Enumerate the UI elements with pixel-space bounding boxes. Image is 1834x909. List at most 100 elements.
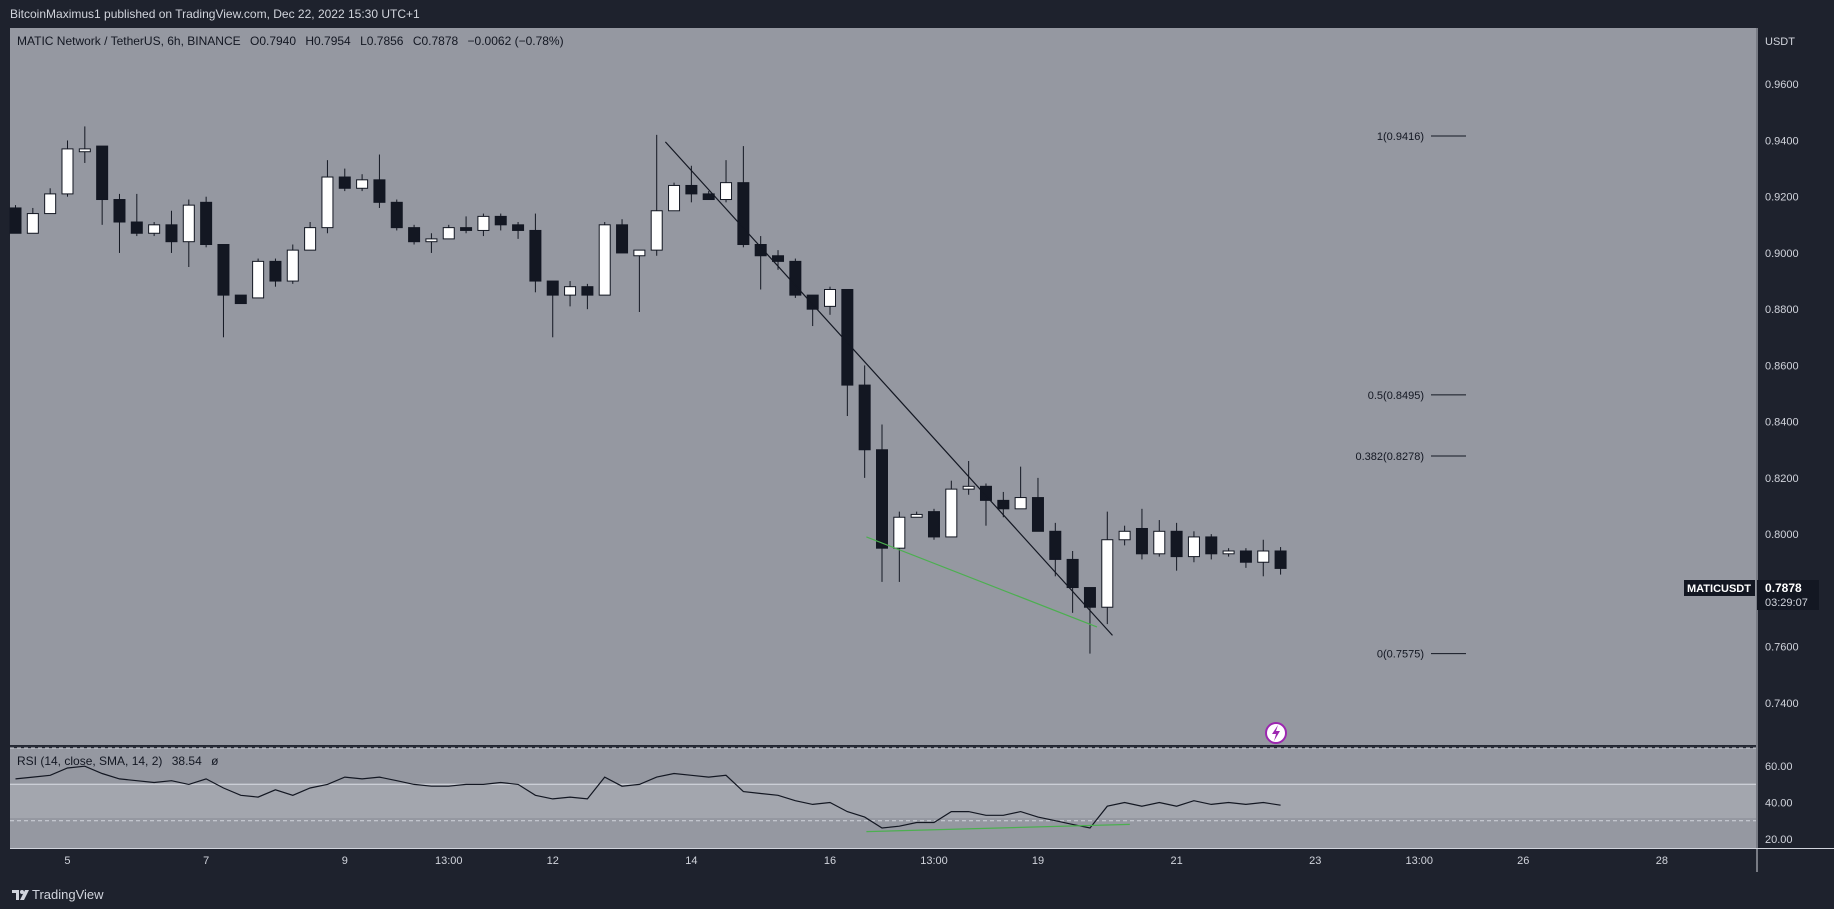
candle	[44, 188, 57, 215]
candle-body	[876, 449, 888, 549]
candle	[130, 193, 143, 237]
candle	[1031, 477, 1044, 532]
candle-body	[96, 145, 109, 201]
candle	[581, 283, 594, 310]
candle	[269, 258, 282, 287]
candle	[356, 174, 369, 192]
candle	[252, 258, 265, 299]
time-axis-tick: 28	[1656, 855, 1668, 867]
candle-body	[910, 513, 923, 518]
candle	[1049, 522, 1062, 577]
candle-body	[217, 244, 230, 296]
candle-body	[1031, 497, 1044, 532]
price-axis-tick: 0.8400	[1765, 417, 1799, 429]
legend-symbol: MATIC Network / TetherUS, 6h, BINANCE	[17, 34, 241, 48]
candle	[390, 199, 403, 231]
candle	[321, 160, 334, 234]
candles-layer	[9, 126, 1287, 654]
candle-body	[546, 280, 559, 296]
price-axis-tick: 0.7600	[1765, 642, 1799, 654]
rsi-line	[15, 765, 1281, 829]
candle	[442, 224, 455, 240]
time-axis-tick: 9	[342, 855, 348, 867]
bullish-divergence-line[interactable]	[866, 536, 1098, 628]
candle	[234, 294, 247, 305]
bar-countdown: 03:29:07	[1765, 597, 1808, 609]
candle-body	[962, 485, 975, 490]
candle-body	[1222, 550, 1235, 555]
candle	[1135, 508, 1148, 560]
candle-body	[460, 227, 473, 231]
price-pane[interactable]	[10, 28, 1756, 745]
candle-body	[1014, 497, 1027, 510]
candle-body	[44, 193, 57, 215]
time-axis-tick: 16	[824, 855, 836, 867]
rsi-axis-tick: 40.00	[1765, 798, 1793, 810]
fib-level-label: 0.5(0.8495)	[1368, 390, 1424, 402]
candle	[893, 511, 906, 582]
price-axis-tick: 0.9600	[1765, 79, 1799, 91]
publish-attribution: BitcoinMaximus1 published on TradingView…	[10, 7, 420, 21]
candle-body	[564, 286, 577, 296]
alert-lightning-icon[interactable]	[1265, 722, 1287, 744]
candle-body	[512, 224, 525, 231]
candle-body	[78, 148, 91, 153]
candle-body	[945, 488, 958, 538]
candle-body	[1187, 536, 1200, 558]
candle-body	[61, 148, 74, 195]
candle	[165, 210, 178, 253]
candle	[962, 461, 975, 495]
price-tag-bg	[1757, 580, 1819, 610]
rsi-axis-tick: 60.00	[1765, 761, 1793, 773]
candle-body	[858, 384, 871, 451]
candle-body	[26, 213, 39, 234]
legend-open-value: 0.7940	[259, 34, 296, 48]
candle-body	[616, 224, 629, 254]
descending-trendline[interactable]	[664, 141, 1113, 636]
price-axis-tick: 0.8200	[1765, 473, 1799, 485]
candle-body	[720, 182, 733, 201]
candle	[910, 511, 923, 518]
candle-body	[408, 227, 421, 243]
candle	[182, 199, 195, 267]
candle-body	[269, 260, 282, 282]
candle-body	[252, 260, 265, 299]
symbol-tag: MATICUSDT	[1687, 583, 1751, 595]
candle-body	[650, 210, 663, 251]
legend-high-label: H	[305, 34, 314, 48]
candle-body	[234, 294, 247, 305]
candle-body	[1170, 530, 1183, 558]
rsi-divergence-line[interactable]	[866, 823, 1130, 833]
candle	[1101, 511, 1114, 625]
candle	[1153, 520, 1166, 557]
candle-body	[130, 221, 143, 234]
price-axis-currency: USDT	[1765, 36, 1795, 48]
candle	[979, 483, 992, 526]
time-axis[interactable]: 5 7 9 13:00 12 14 16 13:00 19 21 23 13:00 26 28	[64, 855, 1668, 867]
candle	[1187, 531, 1200, 563]
rsi-indicator: 60.00 40.00 20.00	[10, 747, 1793, 846]
time-axis-tick: 12	[547, 855, 559, 867]
candle	[1205, 534, 1218, 560]
fib-retracement[interactable]: 1(0.9416) 0.5(0.8495) 0.382(0.8278) 0(0.757…	[1356, 131, 1467, 661]
time-axis-tick: 19	[1032, 855, 1044, 867]
candle	[148, 222, 161, 237]
time-axis-tick: 7	[203, 855, 209, 867]
candle-body	[841, 288, 854, 386]
candle-body	[356, 179, 369, 189]
legend-change: −0.0062 (−0.78%)	[468, 34, 564, 48]
candle	[338, 168, 351, 192]
candle	[1014, 466, 1027, 510]
fib-level-label: 0(0.7575)	[1377, 649, 1424, 661]
price-axis-tick: 0.8800	[1765, 304, 1799, 316]
candle-body	[529, 229, 542, 282]
publish-attribution-bar: BitcoinMaximus1 published on TradingView…	[0, 0, 1834, 28]
candle-body	[390, 201, 403, 229]
candle-body	[286, 249, 299, 282]
legend-low-label: L	[360, 34, 367, 48]
price-axis[interactable]: 0.9600 0.9400 0.9200 0.9000 0.8800 0.8600 0.84…	[1765, 79, 1799, 710]
candle	[616, 219, 629, 254]
footer: TradingView	[0, 880, 1834, 909]
candle	[1222, 548, 1235, 557]
